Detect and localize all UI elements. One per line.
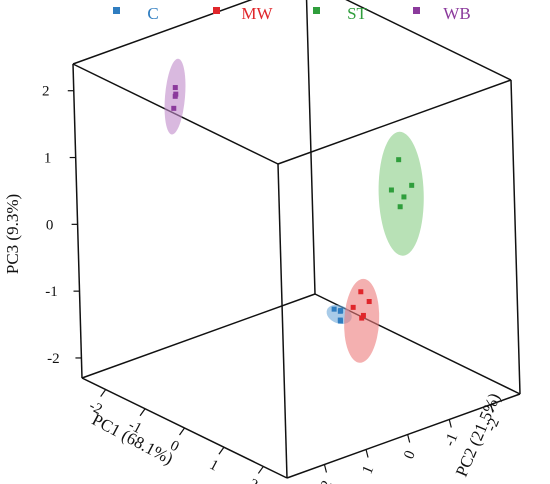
y-tick-label: 2	[318, 478, 336, 484]
y-tick-mark	[365, 449, 369, 458]
legend-label-mw: MW	[241, 4, 273, 23]
point-st	[396, 157, 402, 163]
box-edge	[510, 79, 521, 395]
point-wb	[171, 105, 177, 111]
legend-swatch-st	[313, 7, 320, 14]
box-edge	[345, 0, 512, 81]
legend-label-wb: WB	[443, 4, 470, 23]
legend-swatch-c	[113, 7, 120, 14]
point-wb	[173, 91, 179, 97]
z-tick-label: 0	[46, 217, 54, 233]
y-axis-title: PC2 (21.5%)	[452, 390, 504, 479]
point-st	[388, 187, 394, 193]
y-tick-mark	[490, 404, 494, 413]
z-axis-title: PC3 (9.3%)	[3, 194, 22, 274]
point-st	[401, 194, 407, 200]
point-c	[337, 318, 343, 324]
y-tick-mark	[448, 419, 452, 428]
x-tick-label: 2	[246, 476, 260, 484]
point-mw	[366, 299, 372, 305]
box-edge	[72, 0, 253, 65]
point-mw	[358, 289, 364, 295]
z-tick-label: -1	[45, 284, 58, 300]
data-points	[171, 85, 415, 324]
x-tick-mark	[257, 466, 264, 474]
point-mw	[359, 315, 365, 321]
x-tick-label: 1	[207, 457, 221, 475]
box-edge	[277, 79, 512, 165]
confidence-ellipses	[164, 58, 424, 363]
y-tick-label: -1	[442, 431, 462, 449]
box-edge	[286, 393, 521, 479]
point-st	[397, 204, 403, 210]
box-edge	[277, 163, 288, 479]
z-tick-label: -2	[47, 351, 60, 367]
point-st	[409, 182, 415, 188]
z-tick-label: 1	[44, 151, 52, 167]
point-mw	[360, 312, 366, 318]
x-tick-mark	[139, 408, 146, 417]
point-c	[331, 306, 337, 312]
x-tick-mark	[179, 427, 185, 436]
box-edge	[72, 63, 83, 379]
legend-swatch-wb	[413, 7, 420, 14]
z-tick-label: 2	[42, 84, 50, 100]
legend-label-st: ST	[347, 4, 367, 23]
box-frame	[72, 0, 521, 479]
y-tick-mark	[323, 464, 328, 473]
ellipse-st	[378, 131, 424, 256]
y-tick-mark	[407, 434, 411, 443]
point-mw	[350, 304, 356, 310]
legend-label-c: C	[147, 4, 158, 23]
box-edge	[305, 0, 316, 295]
point-c	[338, 308, 344, 314]
y-tick-label: 1	[360, 463, 378, 476]
box-edge	[81, 293, 316, 379]
legend: C MW ST WB	[113, 4, 471, 23]
y-tick-label: -2	[483, 416, 503, 434]
x-tick-mark	[100, 389, 107, 397]
point-wb	[172, 85, 178, 91]
x-tick-mark	[218, 446, 225, 455]
y-tick-label: 0	[401, 448, 419, 461]
legend-swatch-mw	[213, 7, 220, 14]
